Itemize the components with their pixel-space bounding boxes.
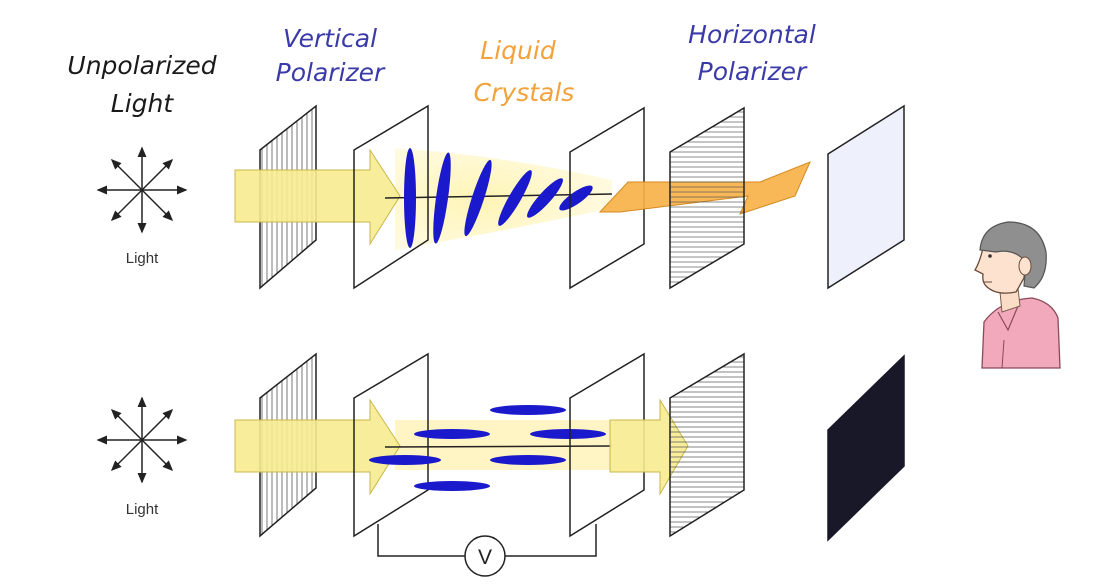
unpolarized-light-label: Unpolarized <box>67 51 216 80</box>
unpolarized-line1: Unpolarized <box>67 51 216 80</box>
top-liquid-crystals <box>404 148 593 248</box>
bottom-front-glass <box>353 352 429 538</box>
voltage-circuit <box>377 524 597 557</box>
top-back-glass <box>569 106 645 290</box>
top-horizontal-polarizer <box>669 106 745 290</box>
liquid-crystals-label: Liquid <box>480 36 556 65</box>
horizontal-polarizer-label-line2: Polarizer <box>698 57 808 86</box>
top-light-caption: Light <box>126 250 159 267</box>
vertical-polarizer-label: Vertical <box>283 24 377 53</box>
voltmeter-label: V <box>478 546 492 569</box>
bottom-liquid-crystals <box>369 405 606 491</box>
person-viewer-icon <box>974 221 1061 369</box>
bottom-back-glass <box>569 352 645 538</box>
bottom-crystal-axis <box>384 445 613 448</box>
horizontal-polarizer-label: Horizontal <box>688 20 816 49</box>
unpolarized-light-label-line2: Light <box>111 89 175 118</box>
bottom-light-caption: Light <box>126 501 159 518</box>
top-input-arrow <box>234 148 401 246</box>
bottom-light-rays <box>96 396 188 484</box>
top-bright-screen <box>827 104 905 290</box>
bottom-horizontal-polarizer <box>669 352 745 538</box>
vertical-polarizer-label-line2: Polarizer <box>276 58 386 87</box>
bottom-input-arrow <box>234 398 401 496</box>
unpolarized-line2: Light <box>111 89 175 118</box>
bottom-dark-screen <box>827 354 905 542</box>
top-front-glass <box>353 104 429 290</box>
liquid-crystals-label-line2: Crystals <box>474 78 575 107</box>
voltmeter-icon <box>464 535 506 577</box>
top-light-rays <box>96 146 188 234</box>
